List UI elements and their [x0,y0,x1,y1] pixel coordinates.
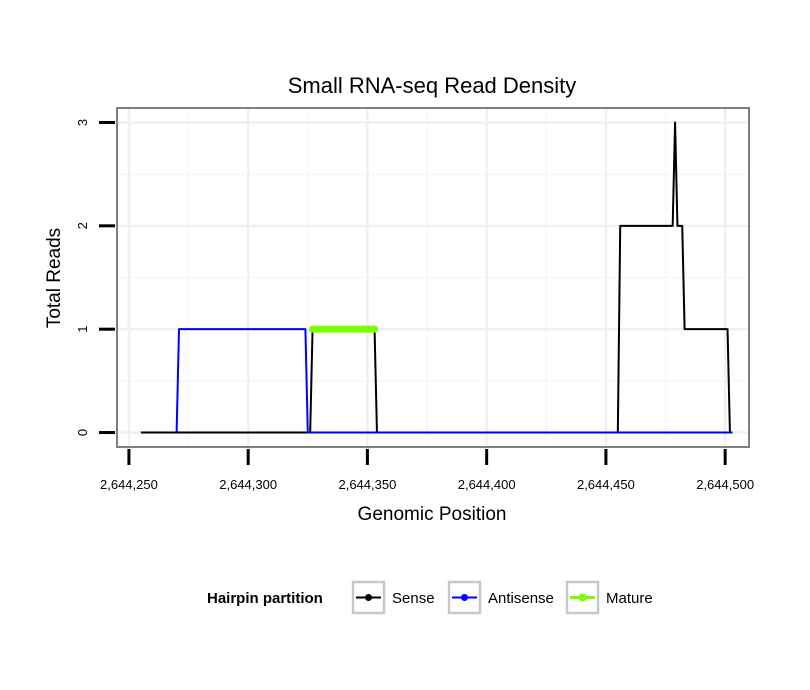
y-axis-title: Total Reads [44,228,65,328]
legend-item-sense: Sense [351,580,435,615]
plot-border [116,107,750,448]
x-tick-label: 2,644,500 [696,477,754,492]
y-tick-label: 3 [75,119,90,126]
x-tick-label: 2,644,250 [100,477,158,492]
x-tick-label: 2,644,350 [338,477,396,492]
legend-title: Hairpin partition [207,590,323,607]
y-tick-label: 0 [75,429,90,436]
legend-item-mature: Mature [565,580,653,615]
x-axis: 2,644,250 2,644,300 2,644,350 2,644,400 2,64… [100,449,754,492]
series-layer [140,121,733,434]
legend-item-antisense: Antisense [447,580,554,615]
legend-label-sense: Sense [392,590,435,607]
legend-label-antisense: Antisense [488,590,554,607]
legend-label-mature: Mature [606,590,653,607]
y-axis: 0 1 2 3 [75,119,115,436]
chart-title: Small RNA-seq Read Density [288,73,577,98]
x-axis-title: Genomic Position [358,504,507,525]
x-tick-label: 2,644,300 [219,477,277,492]
legend-dot-sense [365,594,372,601]
y-tick-label: 1 [75,326,90,333]
legend-dot-antisense [461,594,468,601]
minor-grid [117,108,749,447]
series-line-antisense [175,328,733,434]
y-tick-label: 2 [75,222,90,229]
legend: Hairpin partition Sense Antisense Mature [207,580,653,615]
x-tick-label: 2,644,400 [458,477,516,492]
x-tick-label: 2,644,450 [577,477,635,492]
legend-dot-mature [578,593,587,602]
